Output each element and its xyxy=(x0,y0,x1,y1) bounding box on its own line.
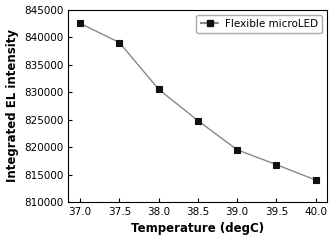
Legend: Flexible microLED: Flexible microLED xyxy=(196,15,322,33)
X-axis label: Temperature (degC): Temperature (degC) xyxy=(131,222,264,235)
Y-axis label: Integrated EL intensity: Integrated EL intensity xyxy=(6,29,19,182)
